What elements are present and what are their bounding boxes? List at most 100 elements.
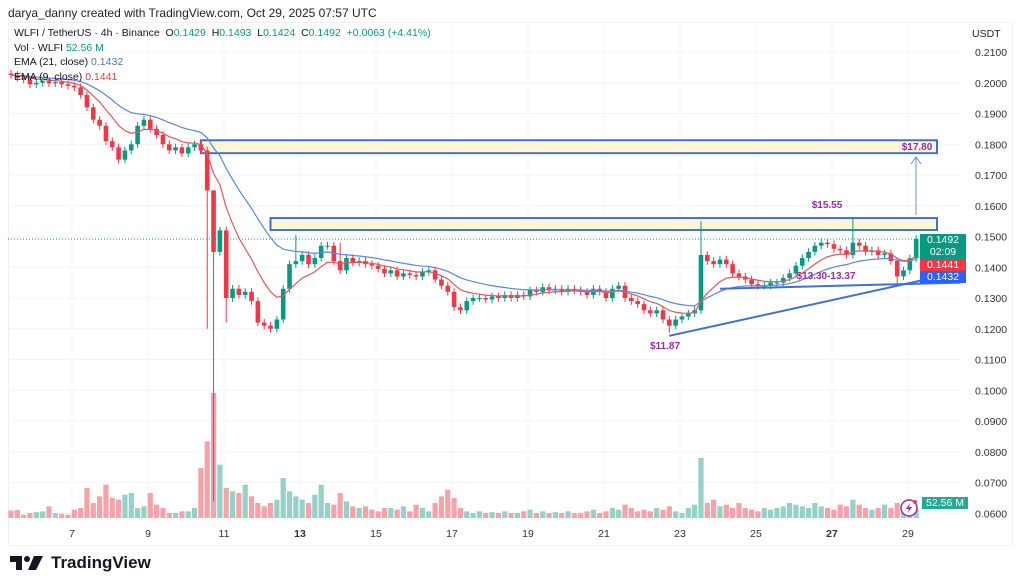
candle-body (261, 322, 267, 326)
volume-bar (786, 503, 793, 518)
ema21-legend[interactable]: EMA (21, close) 0.1432 (14, 55, 431, 70)
volume-value: 52.56 M (65, 41, 104, 54)
price-axis-unit[interactable]: USDT (972, 28, 1001, 40)
candle-body (464, 301, 470, 311)
candle-body (268, 325, 273, 329)
candle-body (844, 250, 849, 255)
candle-body (65, 84, 71, 86)
candle-body (610, 288, 615, 298)
candle-body (812, 245, 818, 252)
symbol-title[interactable]: WLFI / TetherUS · 4h · Binance (14, 27, 160, 39)
volume-bar (324, 503, 331, 518)
candle-body (407, 273, 413, 275)
candle-body (806, 251, 811, 259)
candles (8, 69, 919, 501)
volume-bar (514, 513, 520, 518)
time-axis: 7 9 11 13 15 17 19 21 23 25 27 29 (69, 528, 914, 540)
candle-body (204, 150, 210, 191)
candle-body (901, 270, 906, 277)
ema21-tag: 0.1432 (920, 271, 966, 283)
volume-bar (198, 468, 204, 518)
change-value: +0.0063 (+4.41%) (346, 27, 431, 39)
volume-bar (647, 511, 653, 518)
candle-body (236, 288, 242, 295)
volume-bar (14, 510, 20, 518)
volume-bar (27, 513, 33, 518)
candle-body (217, 230, 223, 252)
candle-body (667, 319, 672, 326)
volume-bar (793, 504, 799, 518)
volume-bar (369, 509, 375, 518)
candle-body (584, 291, 590, 295)
price-tick-label: 0.1400 (975, 262, 1007, 274)
candle-body (166, 144, 172, 151)
volume-bar (116, 499, 122, 518)
volume-bar (521, 511, 527, 518)
volume-bar (305, 503, 312, 518)
candle-body (109, 141, 115, 148)
candle-body (755, 284, 761, 286)
volume-bar (52, 513, 58, 518)
candle-body (192, 144, 197, 148)
volume-legend[interactable]: Vol · WLFI 52.56 M (14, 41, 431, 56)
volume-bar (255, 503, 261, 518)
candle-body (242, 291, 248, 295)
volume-bar (242, 484, 248, 518)
volume-bar (679, 513, 685, 518)
volume-bar (774, 508, 780, 518)
candle-body (774, 282, 780, 284)
candle-body (34, 82, 39, 85)
bar-countdown: 02:09 (929, 246, 957, 258)
price-tick-label: 0.1600 (975, 201, 1007, 213)
time-tick-label: 15 (370, 528, 382, 540)
volume-bar (850, 499, 856, 518)
volume-bar (280, 478, 286, 518)
last-price-value: 0.1492 (926, 234, 960, 246)
volume-bar (78, 508, 84, 518)
volume-bar (641, 509, 647, 518)
candle-body (825, 242, 830, 245)
candle-body (173, 147, 178, 151)
time-tick-label: 13 (294, 528, 306, 540)
volume-bar (812, 503, 818, 518)
volume-bar (59, 513, 65, 518)
volume-bar (375, 511, 381, 518)
volume-bar (685, 508, 691, 518)
volume-bar (843, 506, 850, 518)
volume-bar (318, 484, 324, 518)
target-label: $17.80 (902, 142, 933, 153)
candle-body (413, 274, 419, 277)
candle-body (837, 248, 843, 251)
candle-body (635, 301, 640, 305)
ema9-legend[interactable]: EMA (9, close) 0.1441 (14, 70, 431, 85)
ema9-label: EMA (9, close) (14, 70, 83, 83)
volume-bar (21, 514, 27, 518)
ema9-line (10, 74, 917, 314)
candle-body (856, 242, 862, 246)
price-tick-label: 0.1200 (975, 324, 1007, 336)
volume-bar (799, 506, 805, 518)
candle-body (8, 73, 14, 76)
trendline (669, 270, 961, 337)
volume-bar (590, 509, 596, 518)
price-tick-label: 0.1000 (975, 385, 1007, 397)
volume-bar (476, 511, 483, 518)
target-arrow-head (910, 156, 922, 165)
volume-bar (875, 508, 881, 518)
resistance-label: $15.55 (812, 200, 843, 211)
volume-bar (723, 504, 729, 518)
candle-body (654, 310, 659, 314)
open-value: 0.1429 (173, 27, 206, 39)
volume-bar (673, 511, 679, 518)
volume-bar (229, 491, 236, 518)
volume-bar (293, 496, 299, 518)
candle-body (787, 273, 792, 279)
volume-bar (84, 488, 90, 518)
candle-body (894, 261, 900, 277)
candle-body (394, 270, 400, 277)
volume-bar (103, 484, 109, 518)
tradingview-logo[interactable]: TradingView (10, 553, 151, 573)
price-axis: 0.2100 0.2000 0.1900 0.1800 0.1700 0.1600 0.15… (975, 47, 1007, 520)
volume-bar (717, 506, 723, 518)
